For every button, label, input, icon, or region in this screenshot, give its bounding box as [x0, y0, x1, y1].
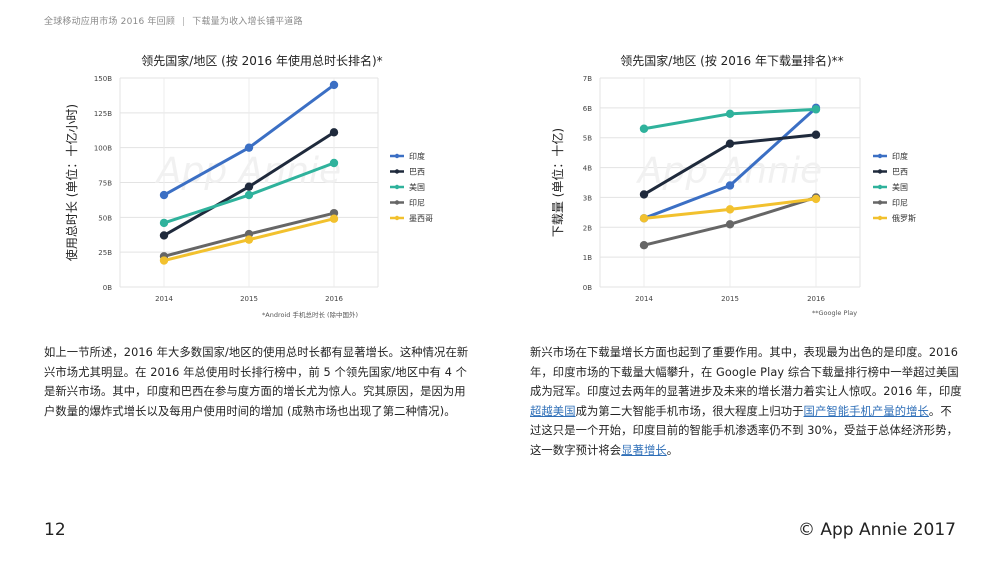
- data-point: [244, 235, 254, 244]
- data-point: [811, 194, 821, 204]
- data-point: [725, 181, 735, 190]
- y-tick-label: 50B: [98, 214, 112, 222]
- x-tick-label: 2014: [155, 295, 173, 303]
- x-tick-label: 2016: [807, 295, 825, 303]
- chart-2-footnote: **Google Play: [812, 309, 858, 317]
- x-tick-label: 2016: [325, 295, 343, 303]
- data-point: [329, 128, 339, 137]
- data-point: [159, 256, 169, 265]
- paragraph-right: 新兴市场在下载量增长方面也起到了重要作用。其中，表现最为出色的是印度。2016 …: [530, 343, 962, 460]
- y-tick-label: 2B: [583, 224, 592, 232]
- legend-label: 巴西: [409, 168, 425, 177]
- y-tick-label: 125B: [94, 110, 112, 118]
- x-tick-label: 2014: [635, 295, 653, 303]
- legend-swatch-dot: [394, 169, 400, 174]
- y-tick-label: 6B: [583, 105, 592, 113]
- chart-1-footnote: *Android 手机总时长 (除中国外): [262, 311, 359, 319]
- paragraph-left: 如上一节所述，2016 年大多数国家/地区的使用总时长都有显著增长。这种情况在新…: [44, 343, 472, 421]
- paragraph-link[interactable]: 显著增长: [621, 443, 667, 457]
- data-point: [329, 214, 339, 223]
- legend-label: 巴西: [892, 168, 908, 177]
- legend-label: 美国: [892, 182, 908, 192]
- chart-1-title: 领先国家/地区 (按 2016 年使用总时长排名)*: [141, 54, 383, 68]
- data-point: [244, 190, 254, 200]
- y-tick-label: 0B: [583, 284, 592, 292]
- legend-swatch-dot: [877, 200, 883, 205]
- y-tick-label: 0B: [103, 284, 112, 292]
- data-point: [329, 80, 339, 90]
- y-tick-label: 25B: [98, 249, 112, 257]
- data-point: [639, 214, 649, 223]
- y-axis-label: 使用总时长 (单位：十亿小时): [64, 104, 79, 261]
- y-axis-label: 下载量 (单位：十亿): [550, 128, 565, 237]
- legend-swatch-dot: [394, 153, 400, 159]
- header-separator: |: [182, 17, 186, 27]
- legend-label: 美国: [409, 182, 425, 192]
- paragraph-link[interactable]: 国产智能手机产量的增长: [803, 404, 929, 418]
- chart-2-title: 领先国家/地区 (按 2016 年下载量排名)**: [620, 54, 844, 68]
- data-point: [811, 105, 821, 114]
- data-point: [244, 182, 254, 191]
- legend-label: 印尼: [892, 199, 908, 208]
- data-point: [725, 139, 735, 148]
- data-point: [811, 130, 821, 139]
- data-point: [159, 218, 169, 228]
- data-point: [725, 220, 735, 229]
- legend-label: 印尼: [409, 199, 425, 208]
- copyright: © App Annie 2017: [797, 520, 956, 540]
- y-tick-label: 100B: [94, 145, 112, 153]
- y-tick-label: 1B: [583, 254, 592, 262]
- legend-label: 俄罗斯: [892, 213, 916, 223]
- legend-swatch-dot: [877, 184, 883, 190]
- legend-label: 印度: [892, 151, 908, 161]
- data-point: [725, 109, 735, 119]
- y-tick-label: 5B: [583, 135, 592, 143]
- paragraph-text: 。: [666, 443, 679, 457]
- y-tick-label: 75B: [98, 180, 112, 188]
- data-point: [329, 158, 339, 168]
- data-point: [639, 190, 649, 199]
- page-header: 全球移动应用市场 2016 年回顾 | 下载量为收入增长铺平道路: [44, 14, 303, 27]
- x-tick-label: 2015: [721, 295, 739, 303]
- data-point: [159, 190, 169, 200]
- data-point: [639, 124, 649, 133]
- y-tick-label: 3B: [583, 194, 592, 202]
- data-point: [244, 143, 254, 152]
- paragraph-text: 。不过这只是一个开始，印度目前的智能手机渗透率仍不到 30%，受益于总体经济形势…: [530, 404, 958, 457]
- legend-swatch-dot: [877, 153, 883, 159]
- legend-swatch-dot: [877, 215, 883, 221]
- paragraph-link[interactable]: 超越美国: [530, 404, 576, 418]
- y-tick-label: 150B: [94, 75, 112, 83]
- legend-swatch-dot: [394, 215, 400, 221]
- paragraph-text: 新兴市场在下载量增长方面也起到了重要作用。其中，表现最为出色的是印度。2016 …: [530, 346, 962, 398]
- paragraph-text: 如上一节所述，2016 年大多数国家/地区的使用总时长都有显著增长。这种情况在新…: [44, 346, 469, 418]
- legend-swatch-dot: [394, 184, 400, 190]
- data-point: [725, 205, 735, 214]
- header-title: 全球移动应用市场 2016 年回顾: [44, 17, 176, 27]
- y-tick-label: 4B: [583, 165, 592, 173]
- page-number: 12: [44, 520, 66, 540]
- paragraph-text: 成为第二大智能手机市场，很大程度上归功于: [575, 404, 804, 418]
- data-point: [159, 231, 169, 240]
- x-tick-label: 2015: [240, 295, 258, 303]
- legend-label: 墨西哥: [409, 214, 433, 223]
- legend-swatch-dot: [877, 169, 883, 174]
- legend-swatch-dot: [394, 200, 400, 205]
- header-subtitle: 下载量为收入增长铺平道路: [192, 17, 303, 27]
- data-point: [639, 241, 649, 250]
- y-tick-label: 7B: [583, 75, 592, 83]
- legend-label: 印度: [409, 151, 425, 161]
